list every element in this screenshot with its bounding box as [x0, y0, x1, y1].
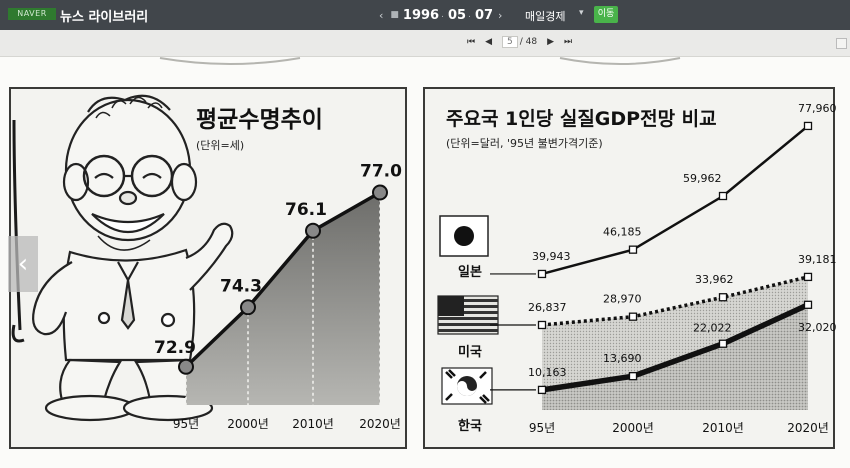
life-expectancy-point: [178, 358, 194, 375]
x-tick-label: 2000년: [612, 421, 654, 435]
x-tick-label: 2020년: [359, 417, 401, 431]
data-label: 32,020: [798, 321, 837, 334]
x-tick-label: 2020년: [787, 421, 829, 435]
scan-artifact: [159, 57, 301, 65]
series-line-2: [541, 302, 810, 393]
series-point: [718, 339, 728, 348]
page-number-input[interactable]: 5: [502, 36, 518, 48]
x-tick-label: 2000년: [227, 417, 269, 431]
top-bar: NAVER 뉴스 라이브러리 ‹ ■ 1996 . 05 . 07 › 매일경제…: [0, 0, 850, 30]
next-page-icon[interactable]: ▶: [547, 37, 555, 47]
year-separator: .: [441, 10, 444, 20]
series-point: [803, 121, 813, 131]
month-separator: .: [468, 10, 471, 20]
left-chart-title: 평균수명추이: [196, 107, 323, 133]
series-point: [718, 191, 728, 201]
japan-flag-icon: [439, 215, 489, 257]
x-tick-label: 95년: [529, 421, 555, 435]
last-page-icon[interactable]: ⏭: [564, 37, 573, 47]
first-page-icon[interactable]: ⏮: [467, 37, 476, 47]
page-total: / 48: [519, 37, 538, 47]
series-point: [628, 372, 638, 381]
grandfather-illustration: [11, 94, 234, 422]
right-chart: 주요국 1인당 실질GDP전망 비교 (단위=달러, '95년 불변가격기준) …: [437, 102, 837, 435]
series-point: [803, 300, 813, 309]
data-label: 26,837: [528, 301, 567, 314]
series-point: [628, 312, 638, 321]
newspaper-select[interactable]: 매일경제: [525, 10, 566, 23]
life-expectancy-point: [305, 222, 321, 239]
series-point: [537, 320, 547, 330]
series-point: [628, 245, 638, 254]
life-expectancy-line: [184, 190, 381, 369]
page-navigator: ⏮ ◀ 5 / 48 ▶ ⏭: [0, 30, 850, 57]
value-label: 72.9: [154, 338, 196, 358]
go-button[interactable]: 이동: [594, 6, 618, 23]
korea-shaded-band: [542, 304, 808, 410]
right-chart-unit: (단위=달러, '95년 불변가격기준): [446, 137, 603, 150]
scan-artifact: [559, 57, 681, 65]
life-expectancy-point: [240, 299, 256, 316]
usa-flag-icon: [437, 295, 499, 335]
life-expectancy-point: [372, 184, 388, 201]
calendar-icon[interactable]: ■: [390, 10, 399, 20]
date-selector: ‹ ■ 1996 . 05 . 07 ›: [374, 6, 507, 24]
day-select[interactable]: 07: [474, 7, 494, 23]
x-tick-label: 2010년: [292, 417, 334, 431]
data-label: 33,962: [695, 273, 734, 286]
left-chart: 72.9 74.3 76.1 77.0 95년 2000년 2010년 2020년 평균수명…: [154, 107, 402, 431]
chevron-left-icon: ‹: [17, 249, 29, 279]
value-label: 74.3: [220, 276, 262, 296]
next-date-button[interactable]: ›: [498, 8, 503, 22]
data-label: 28,970: [603, 293, 642, 306]
data-label: 77,960: [798, 102, 837, 115]
korea-flag-icon: [441, 367, 493, 405]
right-chart-title: 주요국 1인당 실질GDP전망 비교: [446, 108, 717, 130]
x-tick-label: 95년: [173, 417, 199, 431]
data-label: 13,690: [603, 352, 642, 365]
data-label: 59,962: [683, 172, 722, 185]
series-point: [537, 269, 547, 279]
expand-icon[interactable]: [836, 38, 847, 49]
month-select[interactable]: 05: [447, 7, 467, 23]
chevron-down-icon[interactable]: ▾: [579, 8, 584, 18]
prev-date-button[interactable]: ‹: [379, 8, 384, 22]
left-chart-unit: (단위=세): [196, 139, 244, 152]
data-label: 39,943: [532, 250, 571, 263]
data-label: 46,185: [603, 226, 642, 239]
value-label: 76.1: [285, 200, 327, 220]
data-label: 39,181: [798, 253, 837, 266]
prev-page-icon[interactable]: ◀: [485, 37, 493, 47]
prev-article-button[interactable]: ‹: [8, 236, 38, 292]
value-label: 77.0: [360, 162, 402, 182]
legend-label: 일본: [458, 265, 482, 280]
series-point: [537, 385, 547, 395]
naver-logo[interactable]: NAVER: [8, 8, 56, 20]
app-title[interactable]: 뉴스 라이브러리: [60, 10, 149, 25]
year-select[interactable]: 1996: [402, 7, 440, 23]
data-label: 10,163: [528, 366, 567, 379]
series-point: [803, 272, 813, 282]
x-tick-label: 2010년: [702, 421, 744, 435]
legend-label: 한국: [458, 418, 482, 434]
series-line-0: [541, 124, 809, 276]
life-expectancy-area: [186, 192, 380, 405]
legend-label: 미국: [458, 344, 482, 360]
data-label: 22,022: [693, 322, 732, 335]
series-point: [718, 293, 728, 302]
usa-shaded-band: [542, 276, 808, 390]
